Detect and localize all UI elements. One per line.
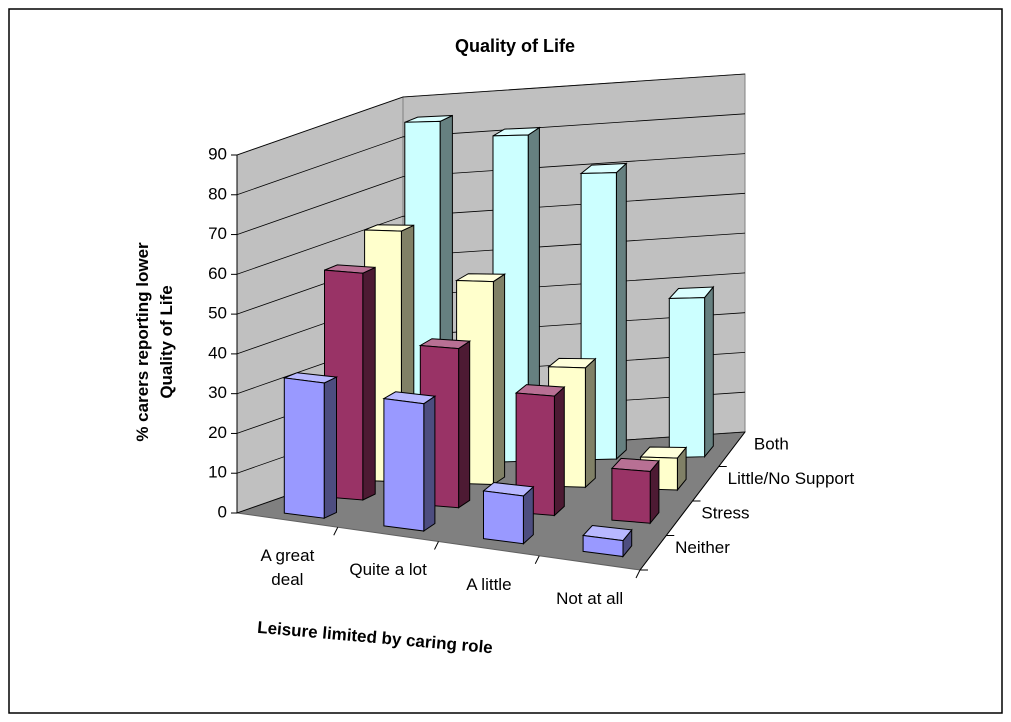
y-axis-title: % carers reporting lower Quality of Life [133,242,176,442]
series-label: Stress [701,504,749,523]
y-tick-label: 50 [208,304,227,323]
x-tick [534,555,540,564]
series-label: Neither [675,538,730,557]
y-tick-label: 0 [218,502,227,521]
chart-title: Quality of Life [455,36,575,56]
bar-side [492,273,506,486]
y-tick-label: 30 [208,383,227,402]
bar-side [458,340,471,509]
bar-front [668,297,706,459]
bar-front [283,377,325,519]
x-tick-label: Not at all [556,588,624,608]
bar-side [423,395,436,532]
y-tick-label: 40 [208,343,227,362]
bar-front [383,398,425,532]
bar-side [704,285,714,459]
y-tick-label: 80 [208,184,227,203]
bar-front [611,467,651,524]
grid-line [236,73,746,156]
y-tick-label: 20 [208,423,227,442]
bar-front [515,392,555,517]
grid-line [236,192,746,275]
y-tick-label: 90 [208,144,227,163]
y-tick-label: 70 [208,224,227,243]
x-tick-label: A great deal [260,546,315,590]
x-tick [333,527,339,536]
bar-front [582,534,624,558]
x-tick [434,541,439,550]
bar-side [615,162,627,461]
bar-side [553,385,565,517]
x-tick-label: A little [466,574,512,594]
bar-side [323,376,337,519]
bar-side [522,485,534,545]
y-tick-label: 60 [208,264,227,283]
bar-side [362,266,376,501]
bar-side [584,357,596,489]
y-tick-label: 10 [208,463,227,482]
series-label: Both [754,435,789,454]
grid-line [236,113,746,196]
series-label: Little/No Support [728,469,855,488]
x-tick [635,569,641,579]
x-tick-label: Quite a lot [349,560,427,580]
grid-line [236,153,746,235]
bar-front [483,490,524,545]
